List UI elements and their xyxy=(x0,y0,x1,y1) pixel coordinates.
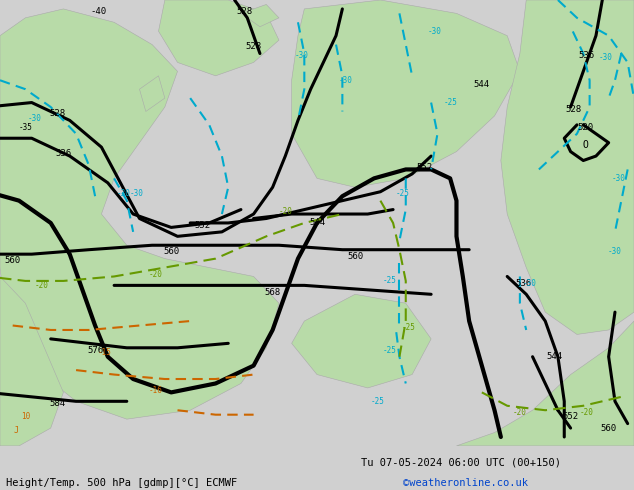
Polygon shape xyxy=(139,76,165,112)
Polygon shape xyxy=(292,294,431,388)
Text: 576: 576 xyxy=(87,345,103,355)
Text: -20: -20 xyxy=(34,281,48,290)
Text: 544: 544 xyxy=(474,80,490,89)
Text: 560: 560 xyxy=(600,423,617,433)
Text: -30: -30 xyxy=(611,174,625,183)
Text: -20: -20 xyxy=(278,207,292,216)
Text: -30: -30 xyxy=(129,190,143,198)
Text: -30: -30 xyxy=(28,114,42,122)
Text: 560: 560 xyxy=(163,247,179,256)
Polygon shape xyxy=(0,9,279,419)
Text: 584: 584 xyxy=(49,399,65,408)
Text: -25: -25 xyxy=(383,276,397,285)
Polygon shape xyxy=(241,4,279,27)
Text: -25: -25 xyxy=(370,397,384,406)
Text: Tu 07-05-2024 06:00 UTC (00+150): Tu 07-05-2024 06:00 UTC (00+150) xyxy=(361,458,561,468)
Polygon shape xyxy=(501,0,634,334)
Text: -25: -25 xyxy=(443,98,457,107)
Text: 552: 552 xyxy=(417,163,433,172)
Text: J: J xyxy=(13,426,18,435)
Text: O: O xyxy=(583,140,589,150)
Text: 544: 544 xyxy=(309,219,325,227)
Text: 528: 528 xyxy=(245,42,262,51)
Text: -25: -25 xyxy=(402,323,416,332)
Text: -25: -25 xyxy=(396,190,410,198)
Text: 560: 560 xyxy=(347,252,363,261)
Text: 552: 552 xyxy=(195,220,211,230)
Text: 568: 568 xyxy=(264,288,281,296)
Text: -30: -30 xyxy=(522,279,536,288)
Text: -16: -16 xyxy=(148,386,162,394)
Text: 528: 528 xyxy=(566,105,582,114)
Text: Height/Temp. 500 hPa [gdmp][°C] ECMWF: Height/Temp. 500 hPa [gdmp][°C] ECMWF xyxy=(6,478,238,488)
Text: -40: -40 xyxy=(90,7,107,16)
Polygon shape xyxy=(0,276,63,446)
Text: -30: -30 xyxy=(427,27,441,36)
Polygon shape xyxy=(456,321,634,446)
Text: -20: -20 xyxy=(513,408,527,417)
Text: 544: 544 xyxy=(547,352,563,361)
Text: 552: 552 xyxy=(562,413,579,421)
Polygon shape xyxy=(292,0,520,187)
Text: 536: 536 xyxy=(515,279,531,288)
Text: 536: 536 xyxy=(578,51,595,60)
Text: -30: -30 xyxy=(598,53,612,62)
Text: -35: -35 xyxy=(18,122,32,132)
Text: 528: 528 xyxy=(236,7,252,16)
Text: -30: -30 xyxy=(117,190,131,198)
Text: 10: 10 xyxy=(21,413,30,421)
Text: 520: 520 xyxy=(578,122,594,132)
Text: 560: 560 xyxy=(4,256,21,266)
Text: ©weatheronline.co.uk: ©weatheronline.co.uk xyxy=(403,478,527,488)
Text: -25: -25 xyxy=(383,345,397,355)
Text: -15: -15 xyxy=(98,348,112,357)
Text: -20: -20 xyxy=(579,408,593,417)
Text: 528: 528 xyxy=(49,109,65,118)
Text: -30: -30 xyxy=(608,247,622,256)
Text: 536: 536 xyxy=(55,149,72,158)
Text: -30: -30 xyxy=(295,51,309,60)
Text: -20: -20 xyxy=(148,270,162,279)
Text: -30: -30 xyxy=(339,76,353,85)
Polygon shape xyxy=(158,0,279,76)
